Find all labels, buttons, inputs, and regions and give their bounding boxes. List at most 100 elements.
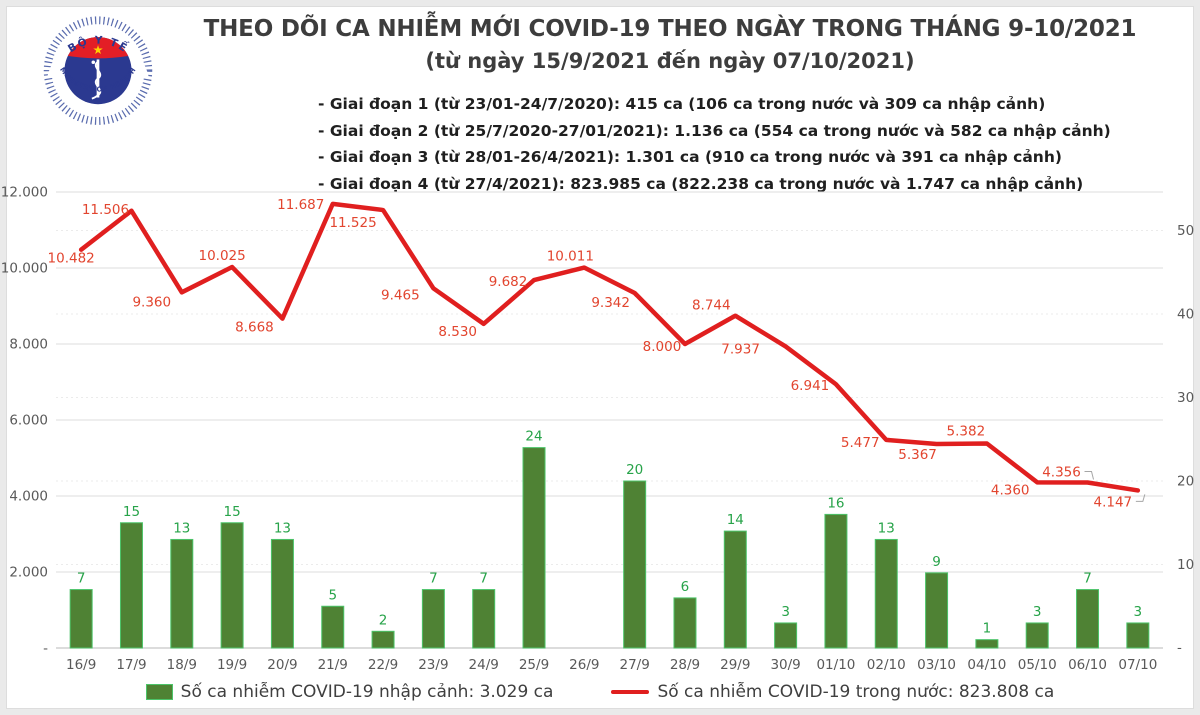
bar-imported-cases [1126, 622, 1150, 649]
bar-value-label: 3 [781, 604, 790, 620]
bar-imported-cases [472, 589, 496, 649]
bar-value-label: 3 [1033, 604, 1042, 620]
legend-imported-label: Số ca nhiễm COVID-19 nhập cảnh: 3.029 ca [180, 682, 554, 702]
left-axis-tick: 8.000 [9, 337, 48, 353]
page-subtitle: (từ ngày 15/9/2021 đến ngày 07/10/2021) [425, 49, 915, 73]
logo-svg: ★ BỘ Y TẾ MINISTRY OF HEALTH [43, 16, 153, 125]
x-axis-label: 17/9 [116, 657, 146, 673]
phase-line-4: - Giai đoạn 4 (từ 27/4/2021): 823.985 ca… [318, 174, 1084, 193]
bar-imported-cases [824, 513, 848, 649]
bar-imported-cases [1025, 622, 1049, 649]
x-axis-label: 04/10 [967, 657, 1006, 673]
phase-summary: - Giai đoạn 1 (từ 23/01-24/7/2020): 415 … [318, 91, 1111, 197]
bar-imported-cases [975, 639, 999, 649]
page-title: THEO DÕI CA NHIỄM MỚI COVID-19 THEO NGÀY… [203, 16, 1137, 42]
x-axis-label: 03/10 [917, 657, 956, 673]
x-axis-label: 02/10 [867, 657, 906, 673]
bar-imported-cases [774, 622, 798, 649]
left-axis-tick: 2.000 [9, 565, 48, 581]
x-axis-label: 18/9 [167, 657, 197, 673]
bar-value-label: 13 [173, 520, 190, 536]
line-value-label: 6.941 [791, 378, 830, 394]
line-value-label: 9.342 [591, 295, 630, 311]
label-callout [1135, 494, 1146, 502]
logo-snake-head [91, 60, 96, 65]
legend-item-imported: Số ca nhiễm COVID-19 nhập cảnh: 3.029 ca [145, 682, 554, 702]
x-axis-label: 24/9 [469, 657, 499, 673]
line-value-label: 8.744 [692, 298, 731, 314]
line-value-label: 7.937 [721, 341, 760, 357]
x-axis-label: 28/9 [670, 657, 700, 673]
line-domestic-cases [78, 201, 1141, 493]
bar-value-label: 16 [827, 495, 844, 511]
left-axis-tick: 12.000 [1, 185, 48, 201]
header: THEO DÕI CA NHIỄM MỚI COVID-19 THEO NGÀY… [170, 16, 1170, 73]
x-axis-label: 27/9 [619, 657, 649, 673]
line-value-label: 10.482 [48, 251, 95, 267]
phase-line-3: - Giai đoạn 3 (từ 28/01-26/4/2021): 1.30… [318, 148, 1062, 166]
bar-imported-cases [673, 597, 697, 649]
label-callout [1084, 470, 1095, 480]
legend-line-swatch [611, 690, 650, 694]
line-value-label: 10.011 [547, 249, 594, 265]
left-axis-tick: 10.000 [1, 261, 48, 277]
bar-imported-cases [522, 447, 546, 649]
bar-value-label: 7 [429, 571, 438, 587]
x-axis-label: 07/10 [1118, 657, 1157, 673]
legend-item-domestic: Số ca nhiễm COVID-19 trong nước: 823.808… [611, 682, 1054, 702]
bar-value-label: 24 [525, 429, 542, 445]
bar-value-label: 15 [224, 504, 241, 520]
right-axis-tick: 10 [1177, 557, 1194, 573]
x-axis-label: 20/9 [267, 657, 297, 673]
bar-imported-cases [220, 522, 244, 649]
bar-value-label: 1 [983, 621, 992, 637]
bar-value-label: 6 [681, 579, 690, 595]
right-axis-tick: 50 [1177, 223, 1194, 239]
right-axis-tick: 30 [1177, 390, 1194, 406]
x-axis-label: 30/9 [770, 657, 800, 673]
bar-imported-cases [371, 630, 395, 649]
line-value-label: 9.360 [132, 294, 171, 310]
x-axis-label: 01/10 [816, 657, 855, 673]
x-axis-label: 19/9 [217, 657, 247, 673]
phase-line-1: - Giai đoạn 1 (từ 23/01-24/7/2020): 415 … [318, 95, 1046, 113]
line-value-label: 8.530 [438, 324, 477, 340]
line-value-label: 11.525 [329, 215, 376, 231]
line-value-label: 4.356 [1042, 464, 1081, 480]
bar-value-label: 13 [878, 520, 895, 536]
line-value-label: 4.147 [1094, 494, 1133, 510]
line-value-label: 10.025 [198, 248, 245, 264]
x-axis-label: 26/9 [569, 657, 599, 673]
x-axis-label: 06/10 [1068, 657, 1107, 673]
logo-ray-ring [43, 16, 153, 125]
x-axis-label: 29/9 [720, 657, 750, 673]
x-axis-label: 25/9 [519, 657, 549, 673]
left-axis-zero: - [43, 641, 48, 657]
bar-value-label: 7 [479, 571, 488, 587]
bar-value-label: 3 [1134, 604, 1143, 620]
bar-imported-cases [119, 522, 143, 649]
line-value-label: 11.687 [277, 197, 324, 213]
line-value-label: 8.000 [643, 339, 682, 355]
bar-imported-cases [1076, 589, 1100, 649]
right-axis-tick: 20 [1177, 474, 1194, 490]
chart-legend: Số ca nhiễm COVID-19 nhập cảnh: 3.029 ca… [0, 682, 1200, 702]
bar-value-label: 5 [328, 587, 337, 603]
line-value-label: 8.668 [235, 320, 274, 336]
right-axis-tick: 40 [1177, 307, 1194, 323]
bar-value-label: 20 [626, 462, 643, 478]
x-axis-label: 05/10 [1018, 657, 1057, 673]
ministry-of-health-logo: ★ BỘ Y TẾ MINISTRY OF HEALTH [42, 8, 154, 144]
bar-imported-cases [321, 605, 345, 649]
bar-imported-cases [925, 572, 949, 649]
line-value-label: 4.360 [991, 482, 1030, 498]
left-axis-tick: 6.000 [9, 413, 48, 429]
bar-imported-cases [270, 538, 294, 649]
logo-star-icon: ★ [92, 43, 103, 57]
x-axis-label: 21/9 [318, 657, 348, 673]
logo-snake-icon [91, 60, 102, 100]
bar-imported-cases [623, 480, 647, 649]
legend-bar-swatch [145, 684, 173, 700]
